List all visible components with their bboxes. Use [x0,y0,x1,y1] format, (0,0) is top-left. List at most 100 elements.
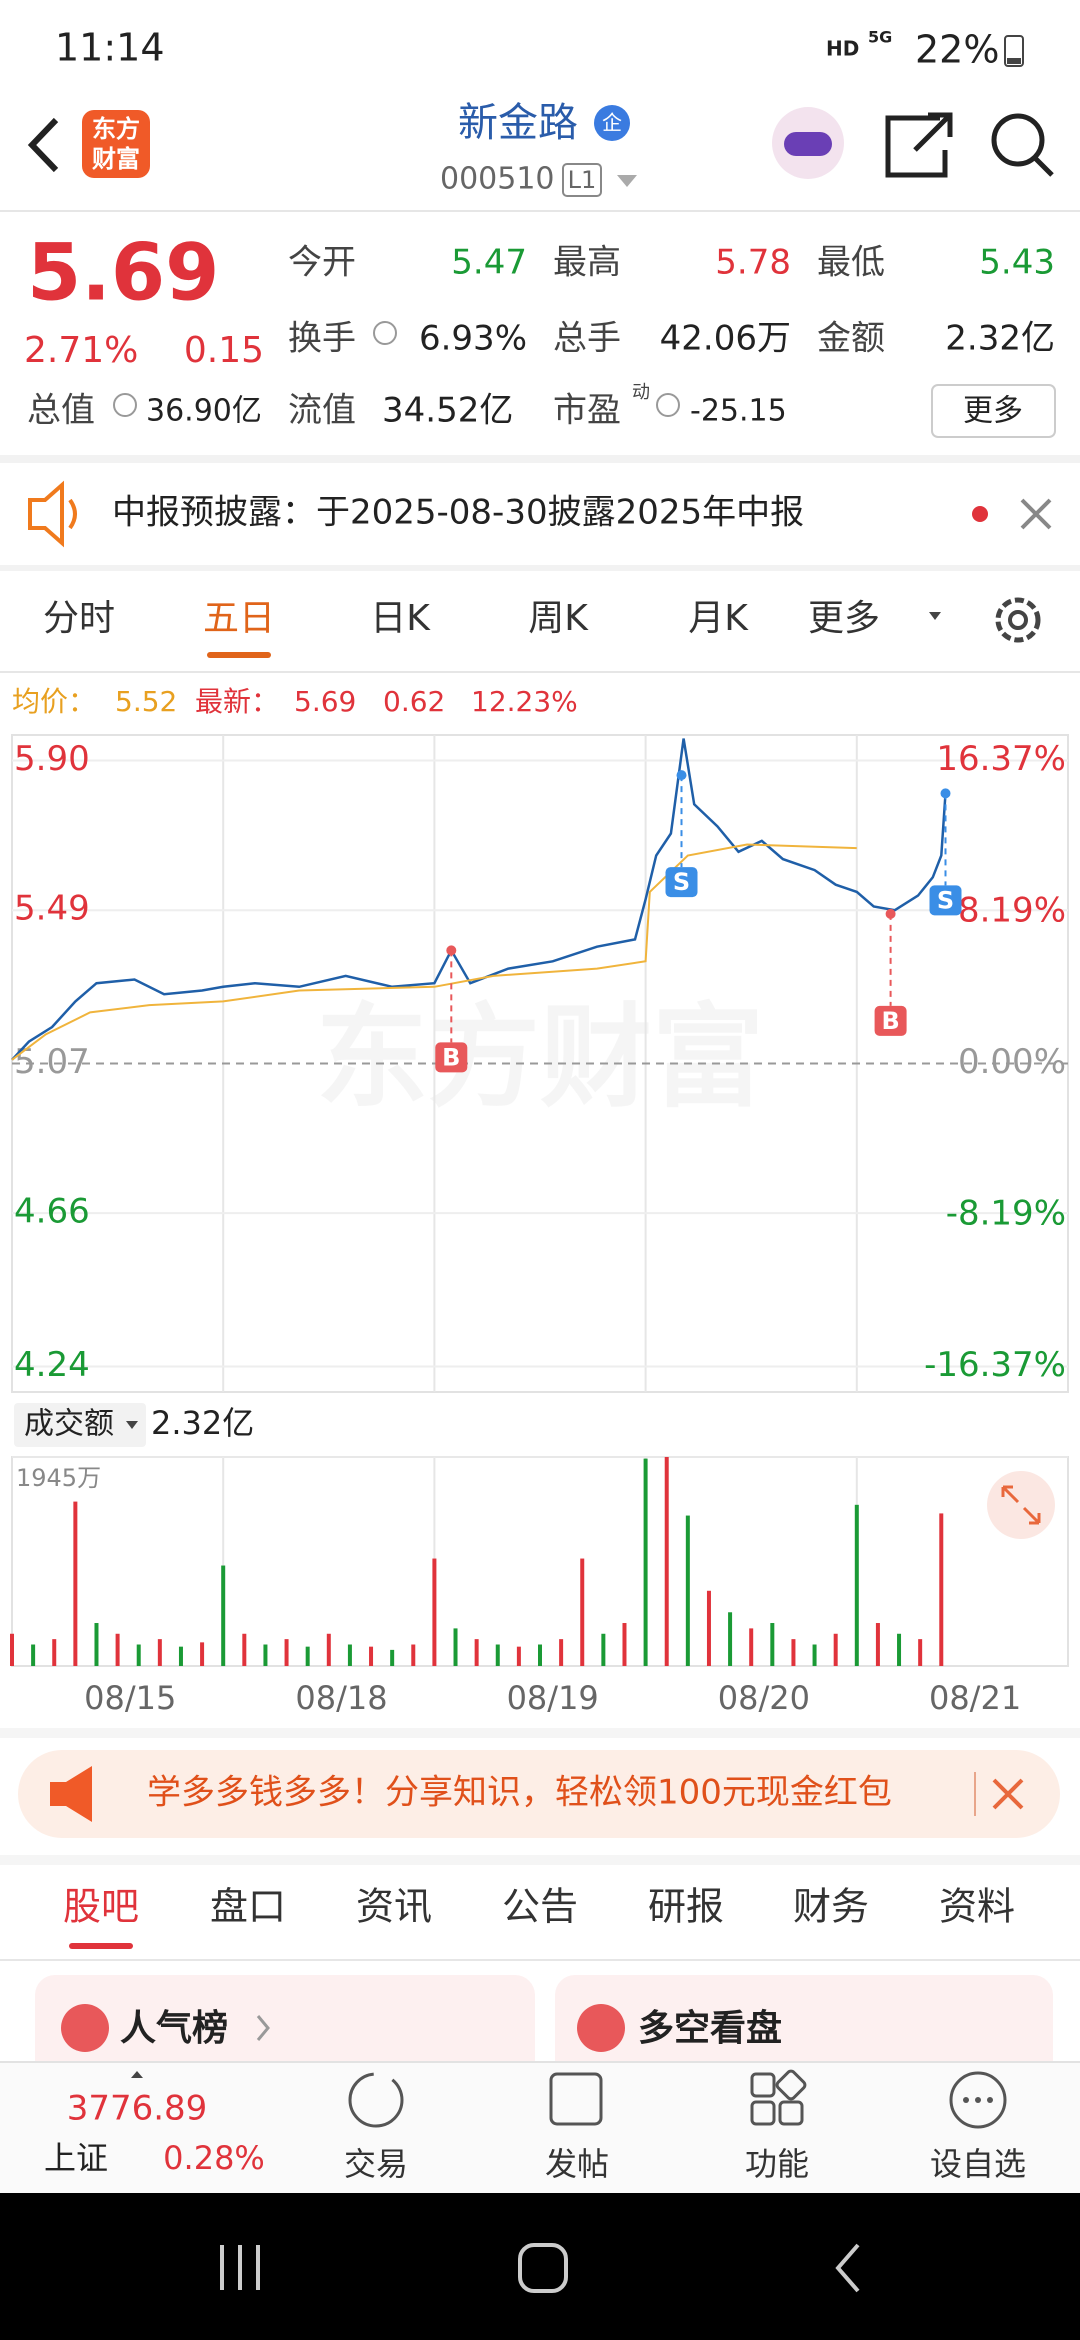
more-arrow [929,612,941,620]
content-tab[interactable]: 研报 [648,1885,724,1929]
badge-text: 企 [602,111,622,135]
nav-back[interactable] [835,2243,860,2293]
settings-button[interactable] [995,597,1041,643]
volume-bar [73,1501,78,1666]
date-label: 08/18 [295,1679,387,1717]
robot-face [784,132,832,156]
field-label: 总值 [27,391,95,431]
volume-bar [305,1646,310,1666]
chart-tab[interactable]: 日K [370,598,431,639]
volume-bar [918,1639,923,1666]
volume-bar [31,1644,36,1666]
bottom-item[interactable]: 设自选 [930,2145,1026,2183]
volume-bar [178,1646,183,1666]
content-tab[interactable]: 资料 [939,1885,1015,1929]
app-logo [82,110,150,178]
volume-bar [10,1633,14,1666]
logo-text: 财富 [92,145,140,173]
expand-button[interactable] [987,1471,1055,1539]
level-box [562,163,602,197]
field-label: 换手 [288,319,356,359]
volume-tick-label: 1945万 [16,1464,101,1492]
status-hd: HD [826,37,859,61]
volume-bar [791,1639,796,1666]
volume-selector[interactable] [14,1403,146,1447]
nav-home[interactable] [518,2243,568,2293]
content-tab[interactable]: 财务 [793,1885,869,1929]
more-button[interactable] [931,384,1056,438]
volume-bar [728,1612,733,1666]
more-button-text[interactable]: 更多 [963,394,1023,429]
chart-tab[interactable]: 月K [688,598,749,639]
volume-bar [939,1513,944,1666]
level-arrow [617,175,637,187]
function-icon [750,2100,776,2126]
separator [0,1728,1080,1738]
volume-bar [52,1639,57,1666]
content-tab[interactable]: 盘口 [210,1885,286,1929]
card-arrow [256,2015,270,2041]
volume-bar [242,1633,247,1666]
bottom-item[interactable]: 功能 [745,2145,809,2183]
nav-recents[interactable] [220,2245,260,2290]
ad-banner[interactable] [18,1750,1060,1838]
volume-bar [157,1639,162,1666]
bottom-item[interactable]: 发帖 [545,2145,609,2183]
separator [0,565,1080,571]
field-value: 34.52亿 [382,391,513,431]
last-label: 最新： [195,685,279,718]
y2-tick-label: -8.19% [946,1194,1066,1234]
separator [0,1855,1080,1865]
separator [0,455,1080,463]
card-icon [577,2004,625,2052]
marker-dot [446,945,457,956]
badge-bg [594,105,630,141]
ad-close[interactable] [992,1778,1024,1810]
change-percent: 2.71% [24,330,138,371]
card-title: 多空看盘 [638,2007,782,2049]
content-tab[interactable]: 公告 [502,1885,578,1929]
marker-label: B [881,1007,899,1035]
stock-level: L1 [568,166,597,194]
battery-level [1007,58,1021,64]
bottom-bar [0,2062,1080,2193]
share-button[interactable] [885,112,953,178]
avg-line [11,843,857,1061]
index-name: 上证 [44,2139,108,2177]
field-label: 最高 [553,243,621,283]
volume-bar [221,1565,226,1666]
y2-tick-label: 0.00% [958,1042,1066,1082]
marker-box [874,1005,907,1036]
notice-close[interactable] [1020,498,1052,530]
date-label: 08/19 [507,1679,599,1717]
chart-tab[interactable]: 更多 [808,598,880,639]
index-arrow [131,2071,143,2078]
date-label: 08/20 [718,1679,810,1717]
notice-icon [28,480,77,548]
ad-icon [50,1766,92,1822]
chart-tab[interactable]: 周K [528,598,589,639]
function-icon [778,2100,804,2126]
back-button[interactable] [27,117,59,173]
chart-tab[interactable]: 分时 [43,598,115,639]
marker-box [929,885,962,916]
volume-bar [538,1644,542,1666]
field-value: -25.15 [690,394,787,429]
marker-box [665,867,698,898]
volume-bar [94,1623,99,1666]
volume-bar [369,1646,374,1666]
last-change: 0.62 [383,685,445,718]
search-button[interactable] [991,113,1045,167]
bottom-item[interactable]: 交易 [344,2145,408,2183]
volume-bar [347,1644,352,1666]
dot [963,2097,969,2103]
volume-bar [833,1633,838,1666]
card-icon [61,2004,109,2052]
volume-bar [390,1649,395,1666]
chart-tab[interactable]: 五日 [203,598,275,639]
content-tab[interactable]: 资讯 [356,1885,432,1929]
y2-tick-label: 16.37% [936,739,1066,779]
content-tab[interactable]: 股吧 [63,1885,139,1929]
